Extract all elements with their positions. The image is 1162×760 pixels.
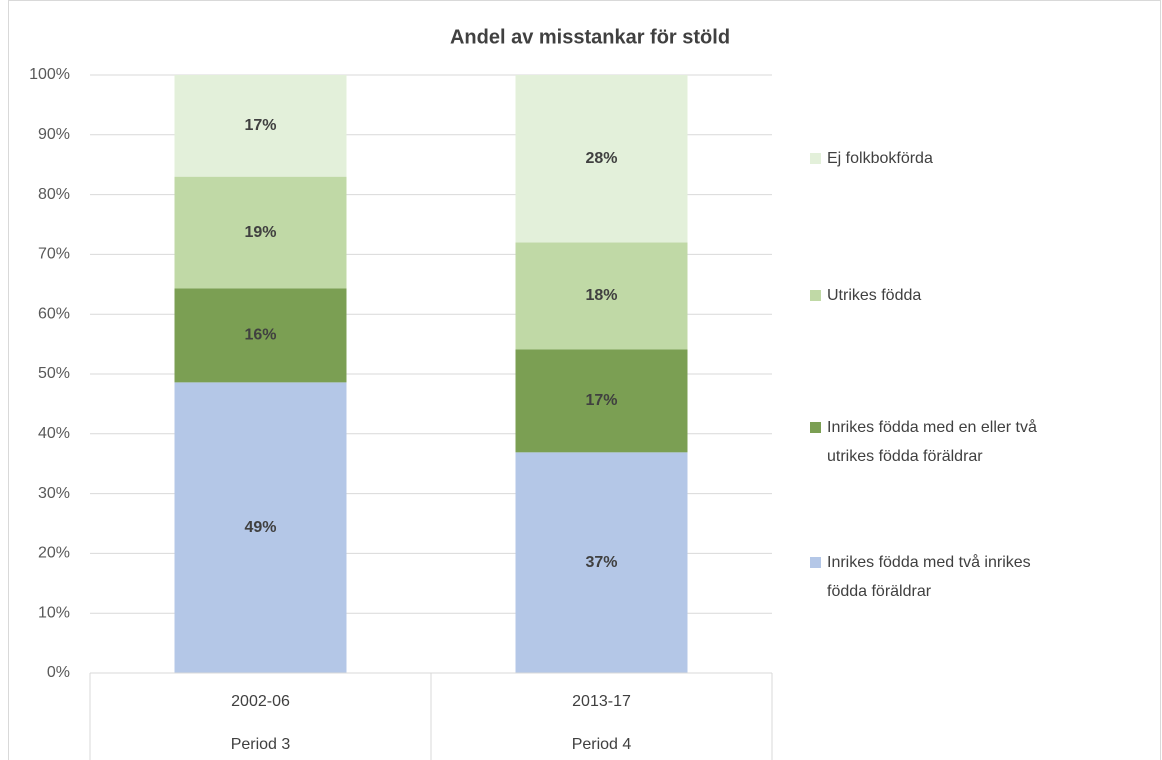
legend-label: Inrikes födda med en eller två utrikes f… xyxy=(827,419,1037,465)
data-label: 16% xyxy=(244,327,276,344)
data-label: 19% xyxy=(244,224,276,241)
y-tick-label: 10% xyxy=(38,604,70,621)
data-label: 37% xyxy=(585,554,617,571)
legend-label: Utrikes födda xyxy=(827,286,922,304)
y-tick-label: 0% xyxy=(47,664,70,681)
y-tick-label: 20% xyxy=(38,545,70,562)
legend-item: Utrikes födda xyxy=(810,281,1060,310)
chart-title: Andel av misstankar för stöld xyxy=(450,26,730,48)
x-tick-label: 2002-06 xyxy=(231,693,290,710)
bar-segment xyxy=(515,452,688,673)
y-tick-label: 90% xyxy=(38,126,70,143)
x-tick-label: 2013-17 xyxy=(572,693,631,710)
bar-segment xyxy=(174,176,347,289)
bar-segment xyxy=(174,288,347,383)
y-tick-label: 50% xyxy=(38,365,70,382)
bar-segment xyxy=(515,242,688,350)
bar-segment xyxy=(174,75,347,177)
data-label: 18% xyxy=(585,287,617,304)
data-label: 49% xyxy=(244,519,276,536)
legend-item: Ej folkbokförda xyxy=(810,144,1060,173)
legend-swatch xyxy=(810,557,821,568)
legend-label: Ej folkbokförda xyxy=(827,149,933,167)
y-tick-label: 70% xyxy=(38,246,70,263)
x-group-label: Period 4 xyxy=(572,736,632,753)
legend-swatch xyxy=(810,289,821,301)
legend-swatch xyxy=(810,422,821,433)
y-tick-label: 30% xyxy=(38,485,70,502)
y-tick-label: 80% xyxy=(38,186,70,203)
bar-segment xyxy=(515,75,688,243)
y-tick-label: 100% xyxy=(29,66,70,83)
legend-label: Inrikes födda med två inrikes födda förä… xyxy=(827,554,1031,600)
data-label: 17% xyxy=(585,392,617,409)
legend-item: Inrikes födda med två inrikes födda förä… xyxy=(810,548,1060,606)
legend-item: Inrikes födda med en eller två utrikes f… xyxy=(810,413,1060,471)
x-group-label: Period 3 xyxy=(231,736,291,753)
data-label: 17% xyxy=(244,117,276,134)
chart-border xyxy=(8,0,1161,760)
y-tick-label: 60% xyxy=(38,305,70,322)
y-tick-label: 40% xyxy=(38,425,70,442)
bar-segment xyxy=(515,349,688,453)
legend-swatch xyxy=(810,152,821,164)
bar-segment xyxy=(174,382,347,673)
data-label: 28% xyxy=(585,150,617,167)
